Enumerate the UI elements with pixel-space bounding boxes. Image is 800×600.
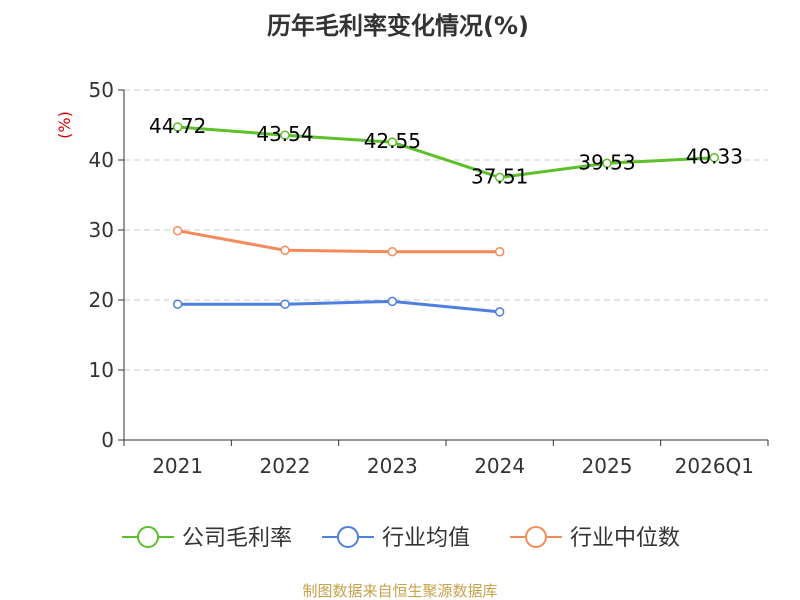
x-tick-label: 2025 [582,454,633,478]
x-tick-label: 2026Q1 [675,454,754,478]
data-point [494,246,505,257]
data-point [494,307,505,317]
y-axis-ticks: 0 10 20 30 40 50 [89,78,124,452]
data-point [387,246,398,257]
data-label: 37.51 [471,164,528,188]
data-label: 42.55 [364,129,421,153]
data-label: 44.72 [149,114,206,138]
legend-marker [137,526,159,548]
legend-marker [525,526,547,548]
y-tick-label: 50 [89,78,114,102]
data-point [172,299,183,309]
x-tick-label: 2022 [260,454,311,478]
data-point [602,158,612,169]
y-tick-label: 20 [89,288,114,312]
axes [123,90,768,441]
chart-title: 历年毛利率变化情况(%) [267,12,529,40]
x-axis-ticks: 2021 2022 2023 2024 2025 2026Q1 [123,440,769,478]
data-label: 40.33 [686,145,743,169]
data-point [494,172,505,183]
legend-marker [337,526,359,548]
data-point [280,245,290,256]
data-point [172,225,183,236]
y-tick-label: 0 [101,428,114,452]
legend-label: 行业均值 [382,526,470,551]
series-line-1 [177,299,500,314]
data-point [280,299,290,309]
legend: 公司毛利率 行业均值 行业中位数 [122,526,680,551]
data-point [387,296,398,307]
data-labels: 44.72 43.54 42.55 37.51 39.53 40.33 [149,114,743,188]
data-point [172,122,183,132]
source-note: 制图数据来自恒生聚源数据库 [302,582,497,600]
data-point [387,137,398,147]
x-tick-label: 2023 [367,454,418,478]
y-tick-label: 10 [89,358,114,382]
data-label: 43.54 [256,122,313,146]
legend-label: 行业中位数 [570,526,680,551]
series-lines [172,122,720,317]
grid-lines [124,89,768,371]
data-label: 39.53 [578,150,635,174]
y-axis-label: (%) [55,111,74,139]
data-point [709,152,720,163]
series-line-0 [177,125,715,179]
x-tick-label: 2024 [474,454,525,478]
legend-label: 公司毛利率 [182,526,292,551]
y-tick-label: 40 [89,148,114,172]
y-tick-label: 30 [89,218,114,242]
data-point [280,130,290,140]
series-line-2 [177,229,500,254]
x-tick-label: 2021 [152,454,203,478]
